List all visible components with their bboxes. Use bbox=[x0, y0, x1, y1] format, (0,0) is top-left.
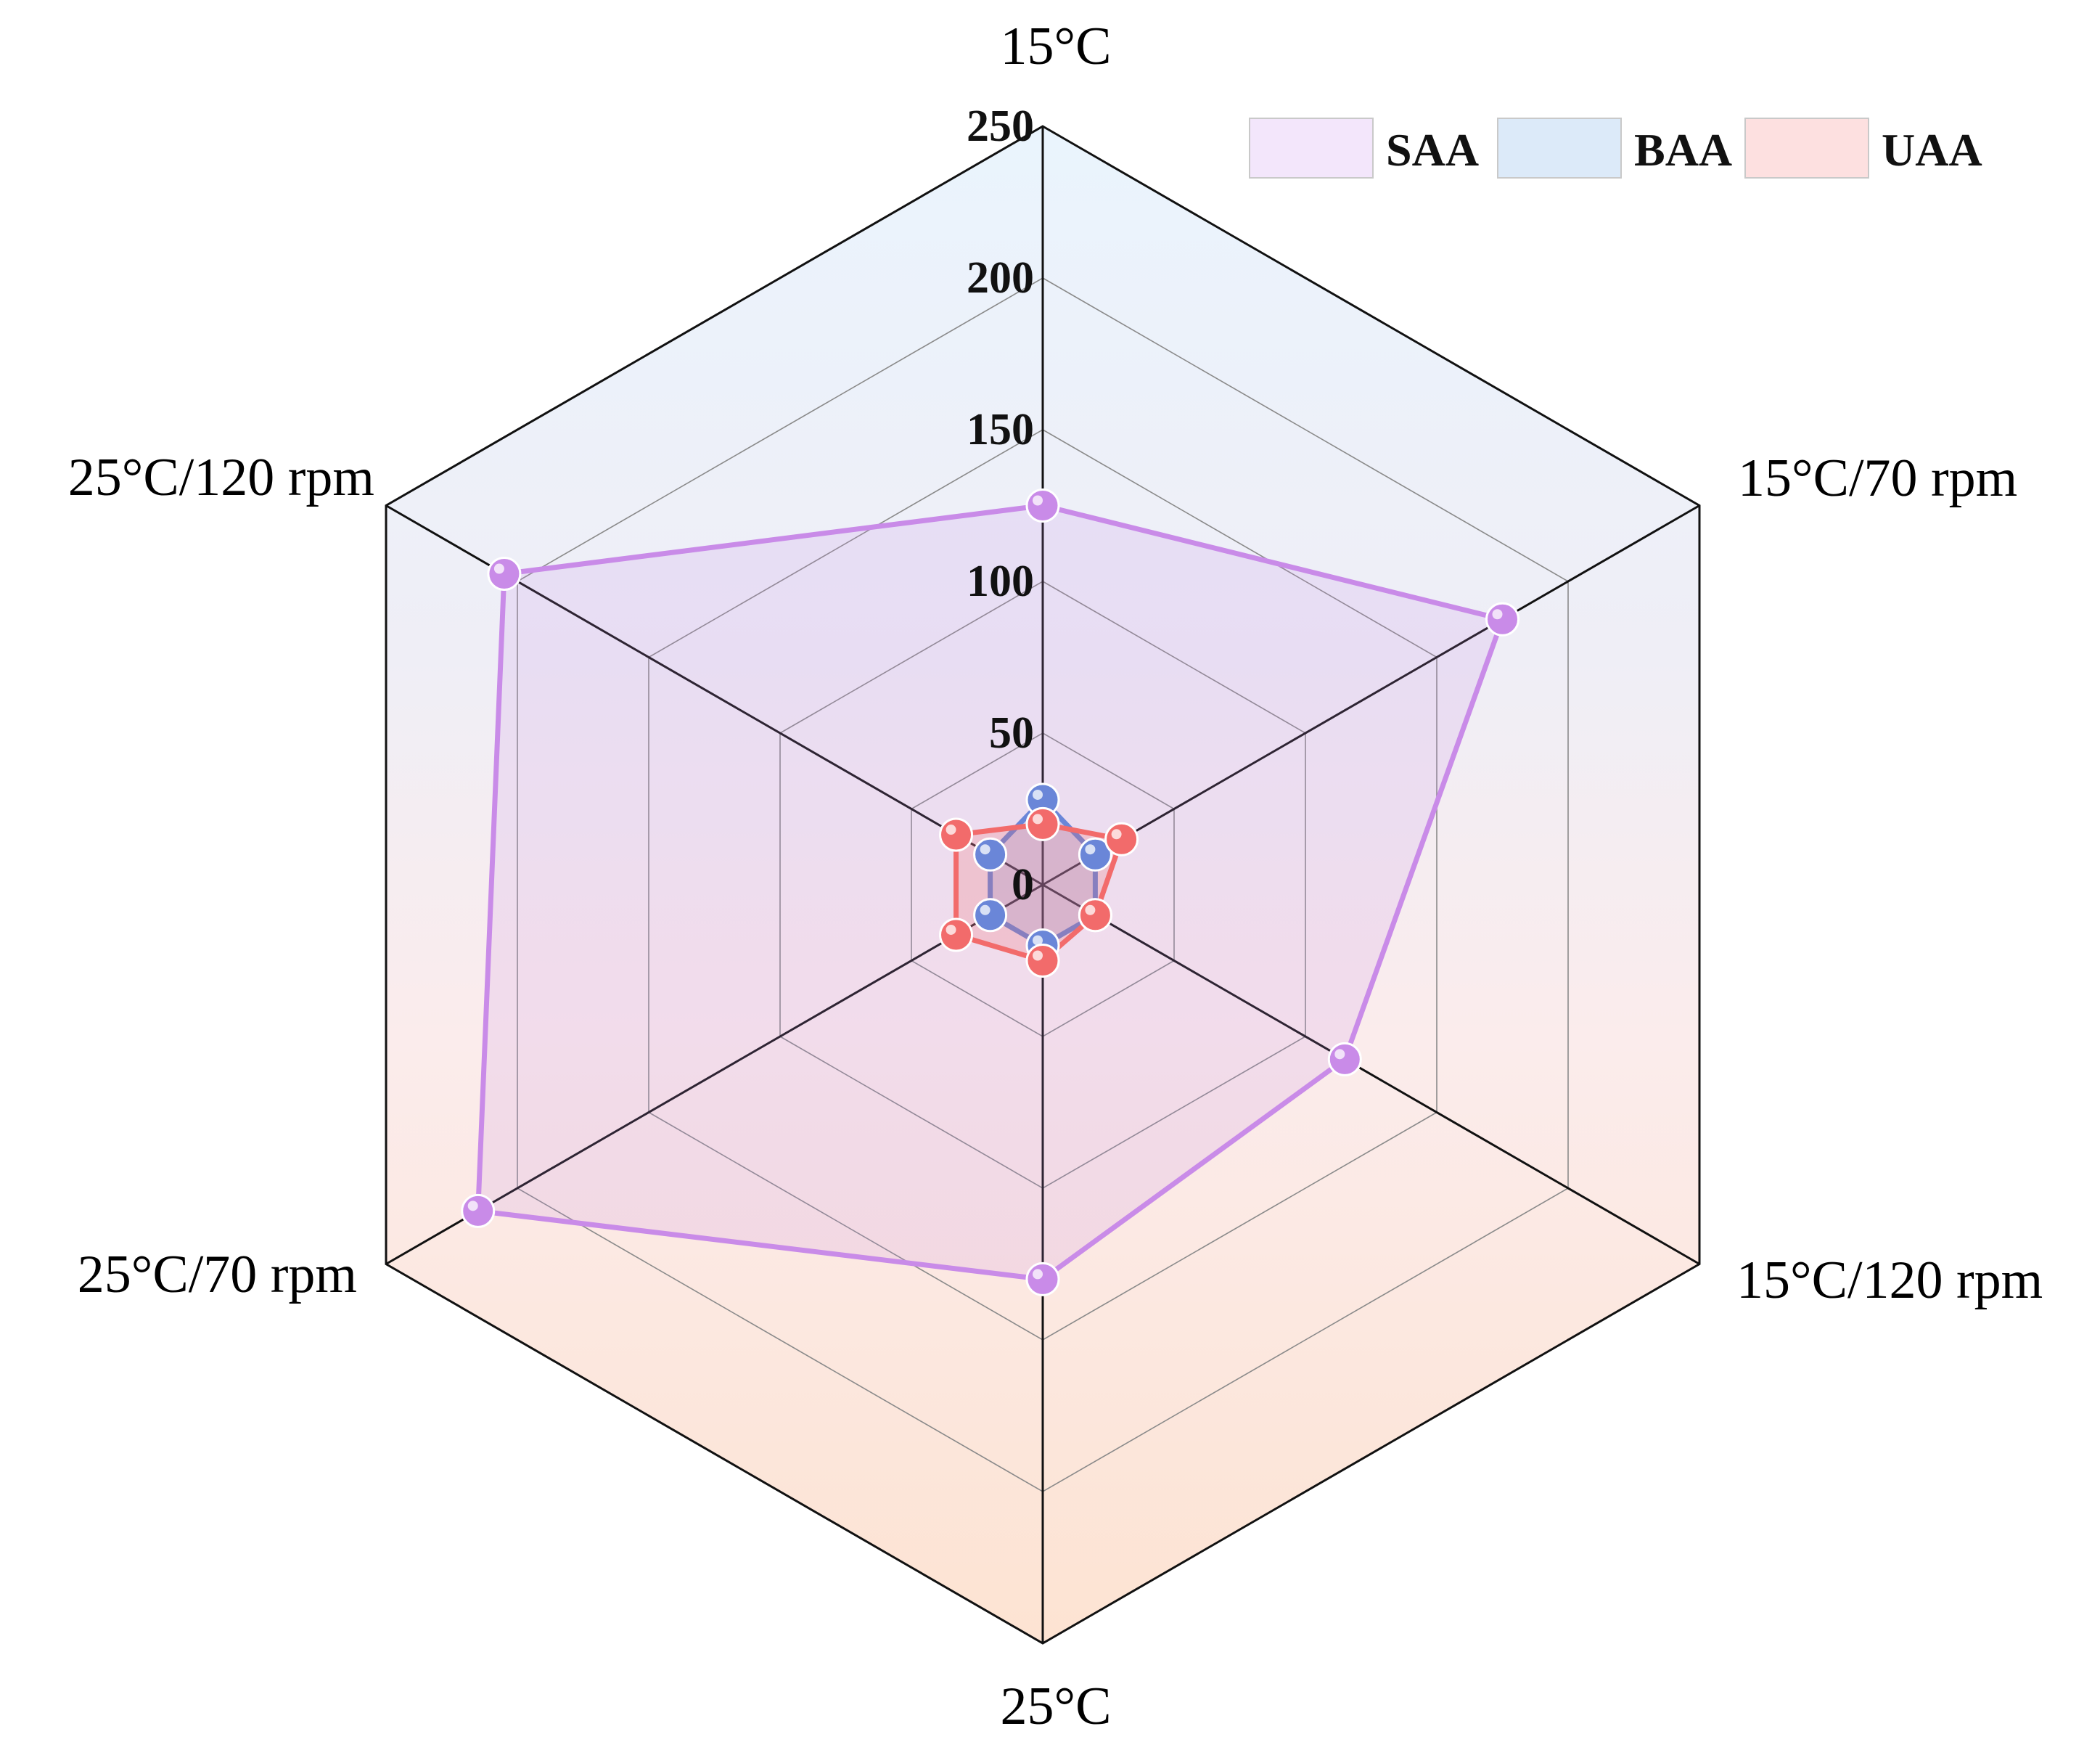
data-point-baa bbox=[973, 837, 1008, 872]
axis-title-25c-120rpm: 25°C/120 rpm bbox=[68, 448, 374, 507]
legend-swatch-baa bbox=[1497, 118, 1622, 179]
data-point-saa bbox=[1327, 1042, 1362, 1076]
tick-label: 100 bbox=[967, 557, 1034, 606]
legend-swatch-saa bbox=[1249, 118, 1374, 179]
legend: SAA BAA UAA bbox=[1249, 118, 1982, 179]
axis-spoke bbox=[1042, 883, 1700, 1265]
axis-title-15c: 15°C bbox=[1001, 17, 1112, 76]
axis-spoke bbox=[1042, 504, 1700, 886]
data-point-highlight bbox=[1033, 935, 1043, 946]
radial-tick-labels: 0 50 100 150 200 250 bbox=[967, 102, 1034, 909]
data-point-saa bbox=[1025, 488, 1060, 523]
axis-title-15c-120rpm: 15°C/120 rpm bbox=[1736, 1251, 2043, 1310]
data-point-uaa bbox=[1078, 898, 1112, 933]
legend-label-saa: SAA bbox=[1386, 124, 1479, 176]
data-point-highlight bbox=[493, 563, 504, 574]
tick-label: 250 bbox=[967, 102, 1034, 151]
data-point-uaa bbox=[939, 917, 974, 952]
data-point-highlight bbox=[1334, 1049, 1345, 1060]
data-point-highlight bbox=[1085, 904, 1096, 915]
legend-swatch-uaa bbox=[1744, 118, 1869, 179]
data-point-highlight bbox=[980, 844, 990, 855]
data-point-uaa bbox=[1025, 806, 1060, 841]
tick-label: 200 bbox=[967, 253, 1034, 303]
legend-item-saa: SAA bbox=[1249, 118, 1479, 179]
axis-title-15c-70rpm: 15°C/70 rpm bbox=[1738, 449, 2017, 508]
tick-label: 50 bbox=[989, 708, 1034, 758]
data-point-highlight bbox=[946, 825, 956, 835]
data-point-highlight bbox=[1033, 950, 1043, 961]
data-point-highlight bbox=[467, 1201, 478, 1211]
data-point-highlight bbox=[1033, 789, 1043, 800]
data-point-saa bbox=[1025, 1261, 1060, 1296]
data-point-highlight bbox=[1492, 609, 1503, 620]
data-point-baa bbox=[973, 898, 1008, 933]
data-point-highlight bbox=[1033, 814, 1043, 825]
axis-titles: 15°C 15°C/70 rpm 15°C/120 rpm 25°C 25°C/… bbox=[68, 17, 2043, 1736]
data-point-highlight bbox=[1033, 1269, 1043, 1280]
data-point-uaa bbox=[1104, 822, 1139, 856]
legend-item-uaa: UAA bbox=[1744, 118, 1982, 179]
data-point-saa bbox=[487, 557, 522, 592]
series-layer bbox=[461, 488, 1519, 1296]
legend-label-uaa: UAA bbox=[1882, 124, 1982, 176]
axis-spoke bbox=[385, 883, 1043, 1265]
data-point-highlight bbox=[1033, 495, 1043, 506]
data-point-uaa bbox=[1025, 944, 1060, 978]
legend-label-baa: BAA bbox=[1634, 124, 1732, 176]
data-point-saa bbox=[1485, 602, 1519, 637]
data-point-uaa bbox=[939, 817, 974, 852]
tick-label: 150 bbox=[967, 405, 1034, 454]
tick-label: 0 bbox=[1012, 860, 1034, 909]
axis-title-25c: 25°C bbox=[1001, 1677, 1112, 1736]
legend-item-baa: BAA bbox=[1497, 118, 1732, 179]
data-point-saa bbox=[461, 1193, 496, 1228]
data-point-highlight bbox=[980, 904, 990, 915]
data-point-highlight bbox=[946, 924, 956, 935]
data-point-highlight bbox=[1085, 844, 1096, 855]
axis-title-25c-70rpm: 25°C/70 rpm bbox=[78, 1245, 357, 1304]
data-point-highlight bbox=[1111, 829, 1122, 840]
